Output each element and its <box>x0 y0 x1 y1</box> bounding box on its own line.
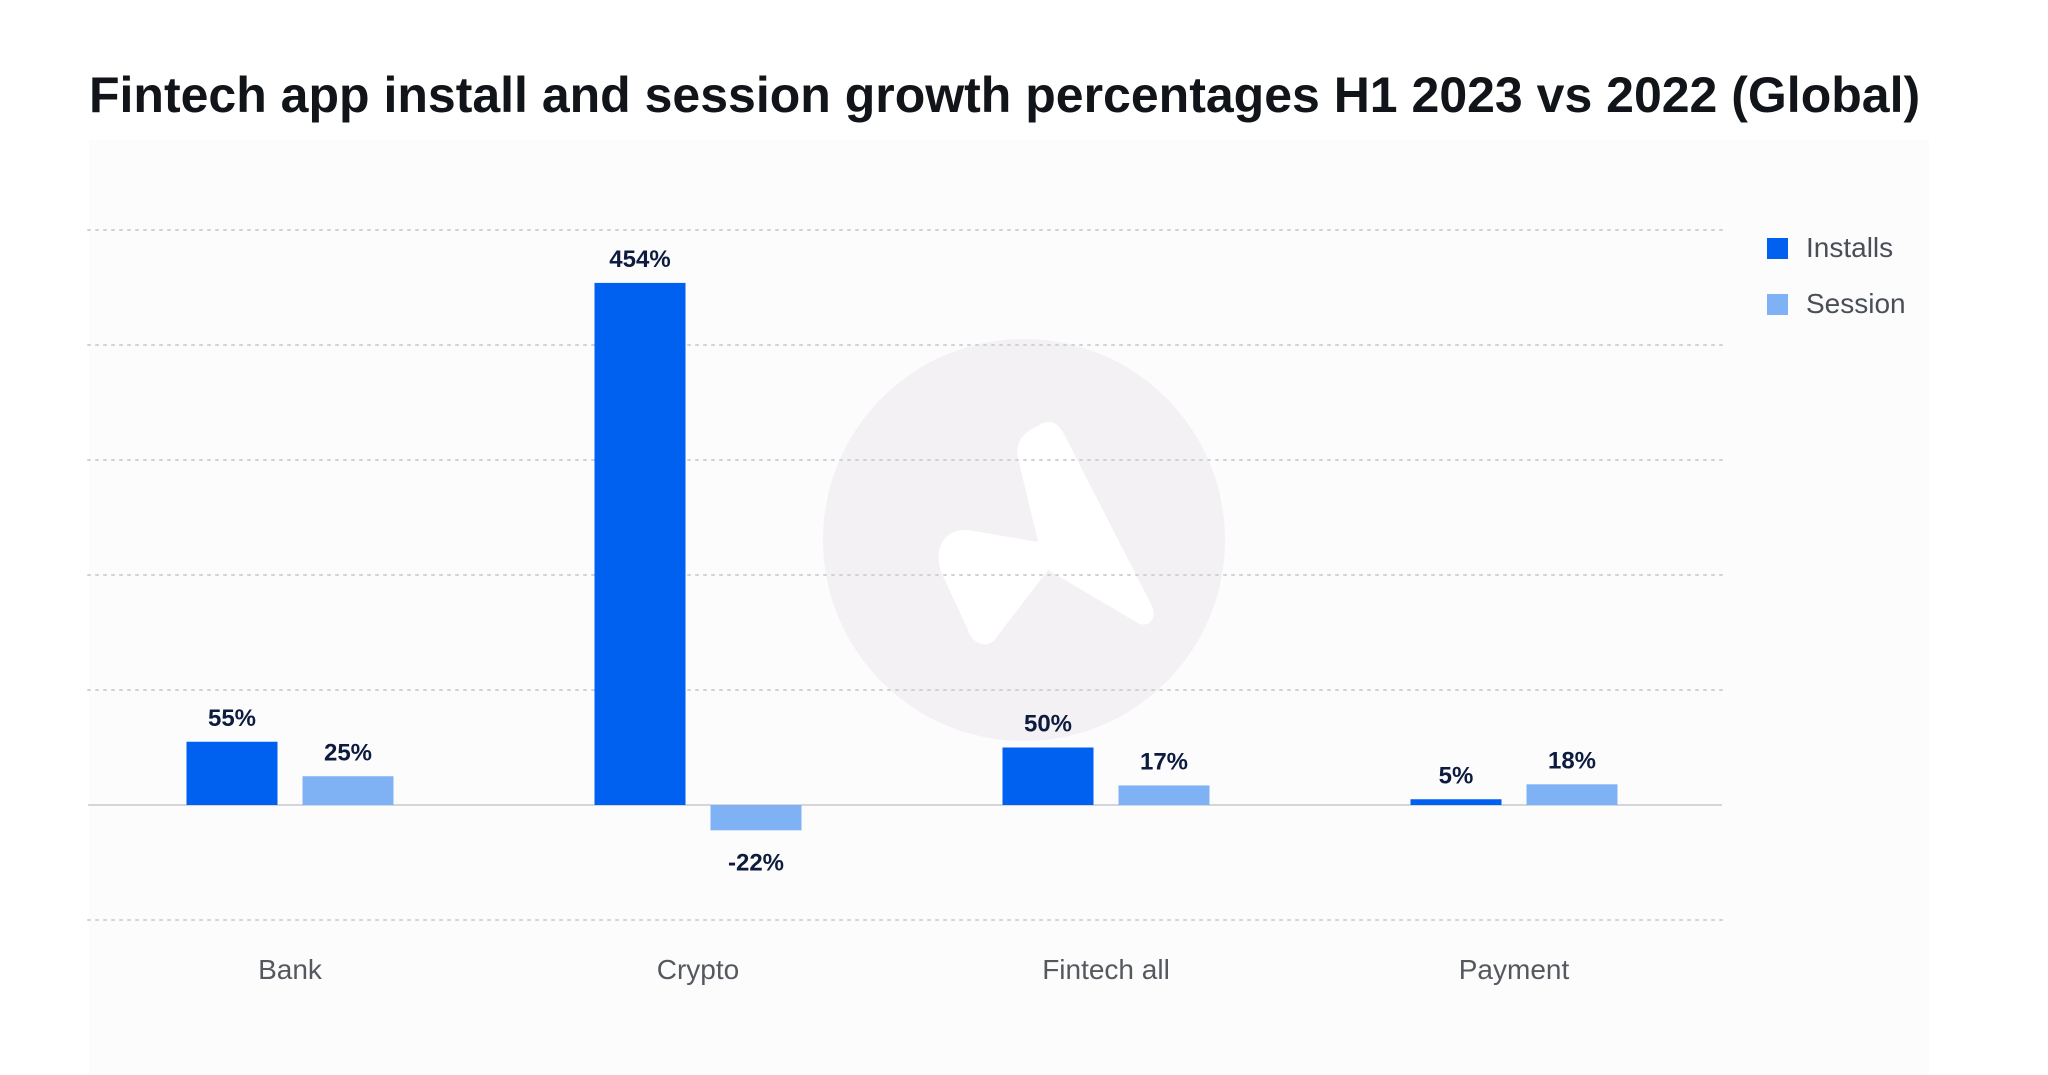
bar-installs-fintech-all <box>1002 747 1094 805</box>
legend-item-installs: Installs <box>1767 220 1906 276</box>
legend-label-session: Session <box>1806 288 1906 319</box>
bar-session-payment <box>1526 784 1618 805</box>
data-label-installs-fintech-all: 50% <box>1024 711 1072 738</box>
bar-installs-bank <box>186 741 278 805</box>
x-tick-label-crypto: Crypto <box>657 954 739 985</box>
adjust-logo-watermark-icon <box>823 339 1225 741</box>
legend-item-session: Session <box>1767 276 1906 332</box>
data-label-session-payment: 18% <box>1548 747 1596 774</box>
bar-session-bank <box>302 776 394 805</box>
bar-installs-payment <box>1410 799 1502 805</box>
bar-session-crypto <box>710 805 802 831</box>
legend: Installs Session <box>1767 220 1906 332</box>
x-tick-label-payment: Payment <box>1459 954 1570 985</box>
bar-session-fintech-all <box>1118 785 1210 805</box>
legend-label-installs: Installs <box>1806 232 1894 263</box>
data-label-installs-payment: 5% <box>1439 762 1474 789</box>
data-label-session-bank: 25% <box>324 739 372 766</box>
legend-swatch-installs <box>1767 237 1788 259</box>
legend-swatch-session <box>1767 293 1788 315</box>
bar-installs-crypto <box>594 282 686 805</box>
chart-title: Fintech app install and session growth p… <box>89 67 1921 123</box>
x-tick-label-bank: Bank <box>258 954 323 985</box>
data-label-session-crypto: -22% <box>728 849 784 876</box>
data-label-installs-bank: 55% <box>208 705 256 732</box>
x-tick-label-fintech-all: Fintech all <box>1042 954 1170 985</box>
data-label-installs-crypto: 454% <box>609 246 670 273</box>
data-label-session-fintech-all: 17% <box>1140 748 1188 775</box>
